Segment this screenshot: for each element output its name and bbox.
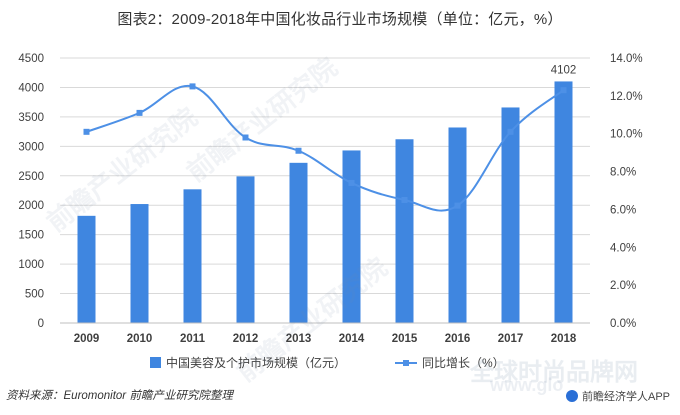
bar — [554, 81, 573, 323]
source-note: 资料来源：Euromonitor 前瞻产业研究院整理 — [6, 387, 233, 403]
y-right-tick-label: 6.0% — [610, 204, 636, 216]
brand: 前瞻经济学人APP — [565, 388, 670, 404]
legend-line-marker — [403, 360, 409, 366]
brand-logo-icon — [565, 390, 578, 402]
x-tick-label: 2012 — [233, 333, 259, 345]
y-left-tick-label: 3000 — [18, 141, 44, 153]
y-left-tick-label: 4500 — [18, 53, 44, 65]
bar — [236, 176, 255, 323]
y-right-tick-label: 0.0% — [610, 318, 636, 330]
x-tick-label: 2014 — [339, 333, 365, 345]
bar-layer — [77, 81, 573, 323]
y-left-tick-label: 1500 — [18, 230, 44, 242]
legend-bar-label: 中国美容及个护市场规模（亿元） — [166, 355, 346, 370]
bar — [395, 139, 414, 323]
x-tick-label: 2015 — [392, 333, 418, 345]
y-right-tick-label: 4.0% — [610, 242, 636, 254]
bar — [289, 162, 308, 323]
x-tick-label: 2017 — [498, 333, 524, 345]
growth-marker — [507, 128, 514, 135]
x-tick-label: 2013 — [286, 333, 312, 345]
y-right-tick-label: 8.0% — [610, 167, 636, 179]
growth-marker — [242, 134, 249, 141]
line-layer — [83, 83, 567, 212]
y-right-tick-label: 2.0% — [610, 280, 636, 292]
y-left-tick-label: 500 — [25, 289, 44, 301]
growth-marker — [189, 83, 196, 90]
bar — [342, 150, 361, 323]
y-left-tick-label: 3500 — [18, 112, 44, 124]
bar — [448, 127, 467, 323]
bar — [501, 107, 520, 323]
x-tick-label: 2016 — [445, 333, 471, 345]
growth-marker — [348, 179, 355, 186]
x-tick-label: 2010 — [127, 333, 153, 345]
y-left-tick-label: 2500 — [18, 171, 44, 183]
growth-marker — [295, 147, 302, 154]
x-tick-label: 2009 — [74, 333, 100, 345]
axis-layer: 0 500 1000 1500 2000 2500 3000 3500 4000 4500 0.0%… — [18, 53, 642, 345]
legend-layer: 中国美容及个护市场规模（亿元） 同比增长（%） — [150, 355, 505, 370]
y-left-tick-label: 4000 — [18, 82, 44, 94]
growth-line — [86, 84, 565, 212]
source-text: Euromonitor 前瞻产业研究院整理 — [63, 390, 233, 402]
chart-title: 图表2：2009-2018年中国化妆品行业市场规模（单位：亿元，%） — [117, 11, 563, 28]
bar — [183, 189, 202, 323]
y-left-tick-label: 2000 — [18, 200, 44, 212]
bar — [130, 204, 149, 323]
growth-marker — [401, 196, 408, 203]
brand-name: 前瞻经济学人APP — [581, 391, 670, 403]
growth-marker — [136, 109, 143, 116]
y-left-tick-label: 1000 — [18, 259, 44, 271]
y-left-tick-label: 0 — [38, 318, 44, 330]
legend-line-label: 同比增长（%） — [422, 356, 505, 370]
y-right-tick-label: 14.0% — [610, 53, 643, 65]
growth-marker — [83, 128, 90, 135]
legend-bar-swatch — [150, 357, 161, 368]
y-right-tick-label: 10.0% — [610, 129, 643, 141]
source-label: 资料来源： — [6, 390, 64, 402]
x-tick-label: 2011 — [180, 333, 206, 345]
y-right-tick-label: 12.0% — [610, 91, 643, 103]
bar — [77, 215, 96, 323]
growth-marker — [454, 202, 461, 209]
data-label: 4102 — [551, 64, 577, 76]
x-tick-label: 2018 — [551, 333, 577, 345]
growth-marker — [560, 87, 567, 94]
